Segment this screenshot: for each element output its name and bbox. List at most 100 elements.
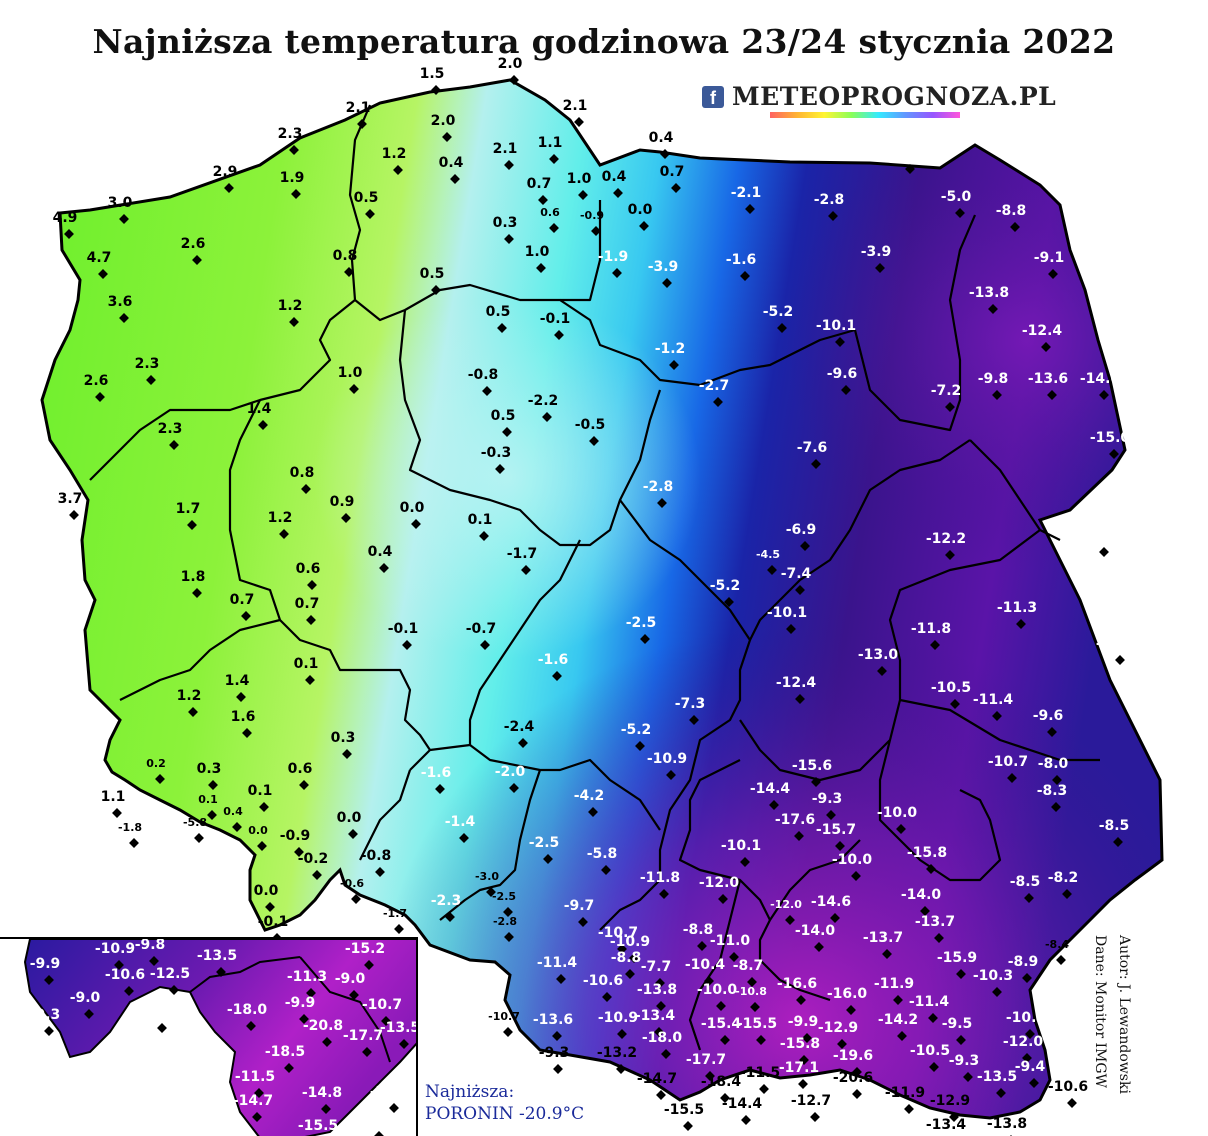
station-temp-label: -14.8 (302, 1085, 342, 1101)
station-marker (479, 531, 489, 541)
station-temp-label: 0.4 (368, 544, 393, 560)
station-temp-label: -9.4 (1015, 1059, 1046, 1075)
station-marker (785, 915, 795, 925)
station-marker (740, 857, 750, 867)
station-temp-label: 3.0 (108, 195, 133, 211)
station-temp-label: -9.8 (135, 939, 166, 953)
station-temp-label: -2.4 (504, 719, 535, 735)
station-temp-label: 0.7 (295, 596, 320, 612)
station-marker (851, 871, 861, 881)
brand-logo[interactable]: f METEOPROGNOZA.PL (700, 82, 1056, 126)
station-temp-label: 2.1 (563, 98, 588, 114)
station-marker (1007, 773, 1017, 783)
station-marker (988, 304, 998, 314)
station-marker (258, 420, 268, 430)
station-marker (192, 588, 202, 598)
station-temp-label: -10.5 (931, 680, 971, 696)
station-temp-label: -11.4 (973, 692, 1014, 708)
station-marker (348, 829, 358, 839)
station-marker (254, 1088, 264, 1098)
station-temp-label: -9.0 (335, 971, 366, 987)
station-marker (306, 988, 316, 998)
station-marker (671, 183, 681, 193)
station-marker (713, 397, 723, 407)
station-temp-label: -2.5 (492, 890, 516, 903)
station-marker (187, 520, 197, 530)
station-marker (841, 385, 851, 395)
station-temp-label: 1.5 (420, 66, 445, 82)
station-temp-label: -9.3 (949, 1053, 980, 1069)
station-temp-label: -8.7 (733, 958, 764, 974)
station-temp-label: -2.2 (528, 393, 559, 409)
station-marker (896, 824, 906, 834)
station-labels: 1.5 2.0 2.1 2.1 2.0 2.3 1.2 0.4 2.1 1.1 0.4 2.9 1.9 0… (53, 56, 1137, 1133)
station-temp-label: -14.7 (233, 1093, 273, 1109)
station-marker (554, 330, 564, 340)
station-temp-label: -10.7 (988, 754, 1028, 770)
station-temp-label: 2.6 (84, 373, 109, 389)
station-marker (625, 969, 635, 979)
station-marker (284, 1063, 294, 1073)
station-marker (875, 263, 885, 273)
station-temp-label: -4.0 (891, 145, 922, 161)
station-temp-label: -10.6 (1096, 636, 1136, 652)
station-temp-label: 1.4 (225, 673, 250, 689)
facebook-icon[interactable]: f (702, 86, 724, 108)
station-temp-label: -0.1 (258, 914, 289, 930)
station-temp-label: -9.6 (1033, 708, 1064, 724)
minimum-note: Najniższa: PORONIN -20.9°C (425, 1081, 584, 1125)
station-temp-label: -9.6 (827, 366, 858, 382)
station-marker (503, 1027, 513, 1037)
station-temp-label: 0.9 (330, 494, 355, 510)
station-marker (497, 323, 507, 333)
station-temp-label: -11.9 (874, 976, 914, 992)
station-temp-label: 0.6 (288, 761, 313, 777)
station-marker (556, 974, 566, 984)
station-marker (306, 615, 316, 625)
station-temp-label: -10.7 (488, 1010, 520, 1023)
station-temp-label: -8.5 (1099, 818, 1130, 834)
station-marker (745, 204, 755, 214)
station-temp-label: -13.5 (977, 1069, 1017, 1085)
inset-map: -10.9 -9.8 -15.2 -9.9 -10.6 -12.5 -13.5 -11.3 -9… (0, 937, 418, 1136)
station-marker (381, 1016, 391, 1026)
station-marker (442, 132, 452, 142)
station-temp-label: -14.4 (722, 1096, 763, 1112)
station-marker (305, 675, 315, 685)
station-marker (640, 634, 650, 644)
station-temp-label: -2.3 (431, 893, 462, 909)
station-marker (321, 1104, 331, 1114)
station-temp-label: -9.9 (285, 995, 316, 1011)
station-marker (769, 800, 779, 810)
station-temp-label: -11.9 (885, 1085, 925, 1101)
station-temp-label: -13.6 (533, 1012, 573, 1028)
station-marker (956, 1035, 966, 1045)
station-temp-label: -7.7 (641, 959, 672, 975)
station-marker (705, 1071, 715, 1081)
station-marker (616, 1064, 626, 1074)
station-temp-label: 2.1 (346, 100, 371, 116)
station-marker (411, 519, 421, 529)
station-temp-label: -8.8 (996, 203, 1027, 219)
station-marker (996, 1088, 1006, 1098)
station-temp-label: 0.8 (290, 465, 315, 481)
station-marker (602, 992, 612, 1002)
station-marker (950, 699, 960, 709)
station-temp-label: 0.4 (439, 155, 464, 171)
station-marker (741, 1115, 751, 1125)
station-temp-label: -12.4 (1022, 323, 1063, 339)
station-temp-label: -6.9 (786, 522, 817, 538)
station-temp-label: -13.8 (969, 285, 1009, 301)
station-marker (798, 1079, 808, 1089)
station-marker (601, 865, 611, 875)
station-marker (1041, 342, 1051, 352)
station-temp-label: -1.9 (598, 249, 629, 265)
station-temp-label: -19.6 (833, 1048, 873, 1064)
station-marker (767, 565, 777, 575)
station-marker (720, 1093, 730, 1103)
station-marker (660, 149, 670, 159)
station-temp-label: -18.5 (265, 1044, 305, 1060)
voivodeship-borders (89, 104, 1100, 1051)
station-temp-label: -16.6 (777, 976, 817, 992)
station-temp-label: -14.0 (1080, 371, 1121, 387)
